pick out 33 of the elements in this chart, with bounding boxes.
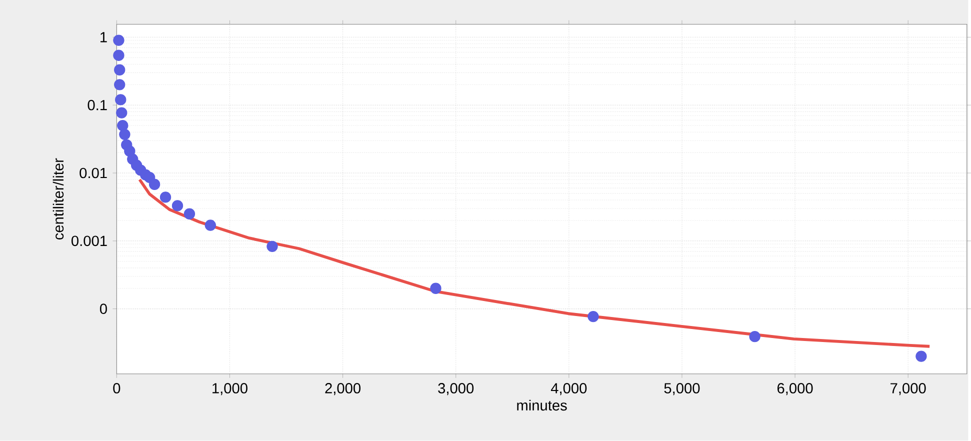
point — [184, 208, 196, 220]
point — [114, 79, 126, 90]
point — [160, 192, 172, 203]
point — [113, 50, 124, 62]
point — [266, 240, 278, 252]
x-axis-title: minutes — [517, 400, 567, 411]
point — [113, 34, 124, 46]
x-tick-label: 3,000 — [438, 383, 474, 396]
point — [117, 120, 128, 132]
x-tick-label: 2,000 — [325, 383, 360, 396]
point — [204, 220, 216, 231]
point — [148, 178, 160, 190]
point — [114, 64, 126, 76]
point — [588, 311, 599, 322]
point — [119, 128, 130, 140]
point — [430, 282, 442, 294]
y-tick-label: 1 — [100, 32, 107, 42]
y-tick-label: 0.01 — [80, 168, 107, 178]
x-tick-label: 6,000 — [777, 383, 813, 396]
x-tick-label: 5,000 — [664, 383, 700, 396]
x-tick-label: 0 — [113, 383, 120, 394]
point — [116, 107, 128, 119]
point — [115, 94, 126, 106]
x-tick-label: 7,000 — [890, 383, 926, 396]
y-tick-label: 0.001 — [72, 236, 107, 246]
x-tick-label: 1,000 — [212, 383, 248, 396]
point — [916, 350, 927, 362]
y-axis-title: centiliter/liter — [52, 158, 64, 240]
point — [172, 200, 184, 212]
y-tick-label: 0 — [100, 304, 107, 314]
y-tick-label: 0.1 — [88, 100, 107, 110]
point — [749, 331, 760, 342]
x-tick-label: 4,000 — [550, 383, 587, 396]
